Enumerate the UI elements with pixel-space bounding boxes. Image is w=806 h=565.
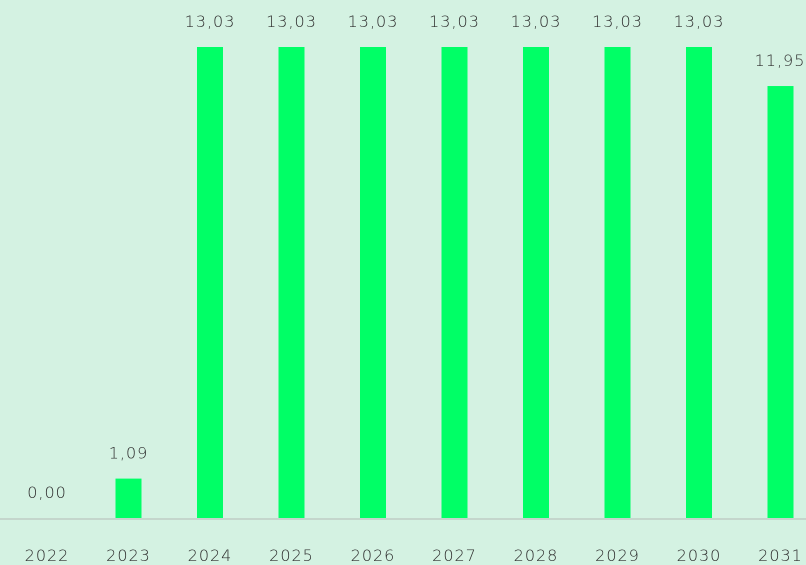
bar-2031 <box>767 86 794 519</box>
data-label-2024: 13,03 <box>185 12 236 31</box>
bar-2029 <box>604 47 631 518</box>
data-label-2031: 11,95 <box>755 51 806 70</box>
x-tick-label-2028: 2028 <box>514 546 559 565</box>
x-tick-label-2031: 2031 <box>758 546 803 565</box>
data-label-2025: 13,03 <box>266 12 317 31</box>
data-label-2028: 13,03 <box>511 12 562 31</box>
bar-2025 <box>278 47 305 518</box>
x-tick-label-2027: 2027 <box>432 546 477 565</box>
x-tick-label-2025: 2025 <box>269 546 314 565</box>
x-tick-label-2024: 2024 <box>188 546 233 565</box>
data-label-2022: 0,00 <box>27 483 67 502</box>
x-tick-label-2029: 2029 <box>595 546 640 565</box>
bars-group <box>115 47 794 519</box>
bar-2026 <box>360 47 386 518</box>
x-tick-label-2030: 2030 <box>677 546 722 565</box>
data-label-2027: 13,03 <box>429 12 480 31</box>
bar-2024 <box>197 47 223 518</box>
bar-2028 <box>523 47 549 518</box>
data-label-2029: 13,03 <box>592 12 643 31</box>
x-tick-label-2022: 2022 <box>25 546 70 565</box>
bar-2023 <box>115 478 142 518</box>
data-label-2023: 1,09 <box>109 444 149 463</box>
data-label-2030: 13,03 <box>674 12 725 31</box>
data-label-2026: 13,03 <box>348 12 399 31</box>
x-tick-label-2026: 2026 <box>351 546 396 565</box>
x-tick-labels-group: 2022 2023 2024 2025 2026 2027 2028 2029 2030 2031 <box>25 546 803 565</box>
bar-2030 <box>686 47 712 518</box>
x-tick-label-2023: 2023 <box>106 546 151 565</box>
data-labels-group: 0,00 1,09 13,03 13,03 13,03 13,03 13,03 13,03 13… <box>27 12 806 502</box>
bar-2027 <box>441 47 468 518</box>
